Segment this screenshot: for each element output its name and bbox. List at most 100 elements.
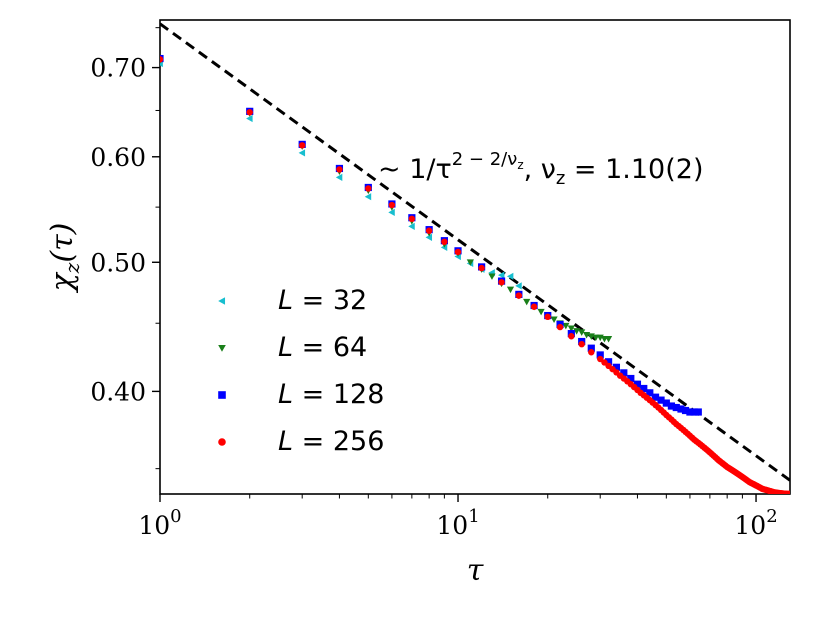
plot-frame	[159, 19, 791, 495]
data-point	[488, 273, 496, 280]
data-point	[523, 298, 531, 306]
data-point	[425, 233, 433, 241]
data-point	[578, 340, 585, 348]
data-point	[298, 142, 306, 149]
data-point	[597, 355, 604, 363]
legend: L = 32 L = 64 L = 128 L = 256	[218, 285, 384, 457]
data-point	[587, 344, 595, 352]
legend-item: L = 256	[218, 426, 384, 457]
legend-marker	[218, 391, 226, 399]
data-point	[688, 434, 696, 441]
data-point	[690, 408, 698, 416]
data-point	[670, 418, 678, 426]
data-point	[633, 380, 642, 388]
annotation-prefix: ~ 1/τ	[378, 154, 452, 185]
data-point	[408, 222, 415, 230]
data-point	[364, 193, 372, 201]
data-point	[530, 303, 538, 310]
data-point	[657, 396, 665, 404]
data-point	[596, 351, 604, 359]
data-point	[365, 185, 372, 192]
fit-annotation: ~ 1/τ2 − 2/νz, νz = 1.10(2)	[378, 149, 703, 189]
data-point	[425, 227, 433, 234]
annotation-exponent-sub: z	[517, 158, 523, 172]
y-axis: 0.40 0.50 0.60 0.70	[90, 27, 160, 470]
data-point	[604, 335, 613, 343]
data-point	[643, 394, 651, 401]
y-tick-label: 0.70	[90, 54, 146, 83]
data-point	[408, 215, 416, 223]
data-point	[694, 408, 702, 416]
data-point	[246, 114, 253, 123]
data-point	[160, 56, 164, 63]
data-point	[441, 238, 448, 246]
data-point	[612, 363, 621, 371]
legend-marker	[218, 297, 226, 305]
y-axis-label-chi: χ	[45, 271, 80, 293]
data-point	[646, 389, 654, 397]
data-point	[604, 358, 613, 366]
data-point	[627, 374, 635, 383]
y-axis-label-sub: z	[60, 262, 84, 274]
x-tick-label: 101	[436, 506, 479, 540]
data-point	[466, 259, 474, 266]
data-point	[624, 378, 631, 385]
data-point	[613, 369, 620, 376]
data-point	[440, 243, 448, 252]
data-point	[335, 173, 343, 181]
data-point	[667, 402, 676, 410]
data-point	[677, 405, 685, 413]
data-point	[515, 292, 523, 299]
data-point	[246, 109, 253, 116]
y-axis-label: χz(τ)	[45, 223, 84, 294]
data-point	[681, 406, 690, 415]
annotation-value: = 1.10(2)	[565, 154, 703, 185]
data-point	[506, 286, 515, 294]
data-point	[660, 409, 667, 416]
annotation-exponent: 2 − 2/ν	[452, 149, 518, 170]
data-point	[651, 393, 660, 401]
data-point	[588, 349, 595, 356]
data-point	[620, 369, 628, 377]
data-point	[506, 272, 514, 280]
data-point	[601, 359, 608, 366]
data-point	[550, 316, 558, 323]
data-point	[652, 401, 659, 409]
x-axis: 100 101 102	[138, 494, 778, 540]
data-point	[578, 329, 586, 336]
legend-label: L = 64	[278, 332, 367, 363]
data-point	[686, 408, 694, 416]
data-point	[662, 399, 670, 407]
data-point	[498, 279, 505, 286]
data-point	[680, 426, 687, 434]
y-axis-label-arg: (τ)	[45, 223, 80, 263]
data-point	[568, 333, 575, 340]
data-point	[544, 313, 551, 321]
legend-label: L = 32	[278, 285, 367, 316]
fit-line	[160, 22, 790, 482]
annotation-suffix: , ν	[524, 154, 556, 185]
data-point	[785, 490, 790, 494]
data-point	[634, 386, 641, 394]
data-point	[298, 149, 306, 157]
legend-marker	[218, 344, 226, 352]
annotation-suffix-sub: z	[556, 168, 565, 189]
x-tick-label: 102	[734, 506, 777, 540]
y-tick-label: 0.40	[90, 377, 146, 406]
y-tick-label: 0.60	[90, 143, 146, 172]
data-point	[497, 271, 505, 279]
data-point	[640, 384, 648, 393]
x-axis-label: τ	[467, 553, 484, 588]
data-point	[336, 166, 343, 173]
legend-item: L = 128	[218, 379, 384, 410]
y-tick-label: 0.50	[90, 248, 146, 277]
data-point	[478, 264, 485, 272]
data-point	[515, 282, 522, 290]
legend-marker	[218, 438, 226, 446]
data-point	[562, 322, 570, 330]
series-256	[160, 56, 790, 494]
legend-item: L = 64	[218, 332, 367, 363]
data-point	[388, 208, 395, 217]
legend-label: L = 256	[278, 426, 384, 457]
